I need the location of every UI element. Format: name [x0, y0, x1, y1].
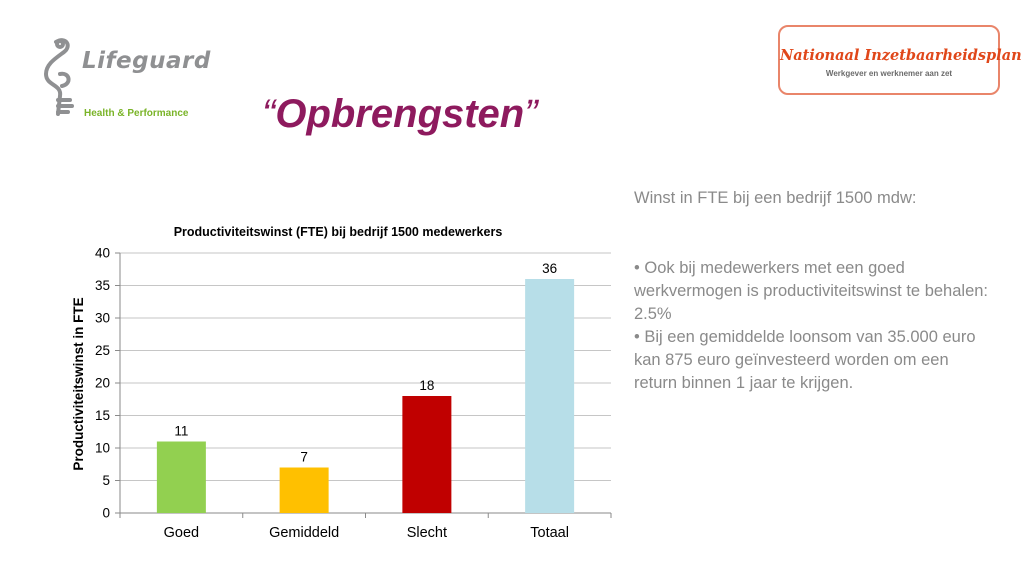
- x-tick-labels: Goed Gemiddeld Slecht Totaal: [164, 525, 569, 541]
- data-label: 7: [300, 450, 308, 465]
- y-tick-label: 40: [95, 246, 110, 261]
- x-tick-label: Goed: [164, 525, 199, 541]
- y-tick-label: 0: [102, 506, 110, 521]
- title-open-quote: “: [262, 92, 276, 136]
- lifeguard-logo: Lifeguard Health & Performance: [36, 34, 216, 130]
- y-tick-label: 25: [95, 343, 110, 358]
- title-close-quote: ”: [524, 92, 538, 136]
- y-tick-label: 30: [95, 311, 110, 326]
- bar-slecht: [402, 396, 452, 513]
- slide-title: “Opbrengsten”: [262, 92, 538, 137]
- x-tick-label: Gemiddeld: [269, 525, 339, 541]
- side-text-bullet-2: • Bij een gemiddelde loonsom van 35.000 …: [634, 328, 976, 392]
- bar-goed: [156, 441, 206, 513]
- bar-totaal: [525, 279, 575, 513]
- y-tick-label: 20: [95, 376, 110, 391]
- y-tick-label: 15: [95, 408, 110, 423]
- chart-title: Productiviteitswinst (FTE) bij bedrijf 1…: [174, 225, 503, 239]
- x-tick-label: Totaal: [530, 525, 569, 541]
- nip-logo-tagline: Werkgever en werknemer aan zet: [825, 69, 953, 78]
- lifeguard-figure-icon: [44, 38, 74, 116]
- y-tick-label: 5: [102, 473, 110, 488]
- side-text-bullet-1: • Ook bij medewerkers met een goed werkv…: [634, 259, 989, 323]
- data-labels: 11 7 18 36: [174, 261, 557, 465]
- nationaal-inzetbaarheidsplan-logo: Nationaal Inzetbaarheidsplan Werkgever e…: [778, 25, 1022, 95]
- bars: [156, 279, 575, 513]
- lifeguard-logo-name: Lifeguard: [82, 48, 211, 74]
- lifeguard-logo-tagline: Health & Performance: [84, 108, 189, 119]
- side-text-heading: Winst in FTE bij een bedrijf 1500 mdw:: [634, 189, 917, 207]
- bar-chart: Productiviteitswinst (FTE) bij bedrijf 1…: [71, 225, 612, 541]
- data-label: 18: [419, 378, 434, 393]
- y-tick-labels: 0 5 10 15 20 25 30 35 40: [95, 246, 110, 521]
- y-tick-label: 10: [95, 441, 110, 456]
- data-label: 36: [542, 261, 557, 276]
- data-label: 11: [174, 424, 188, 439]
- y-tick-label: 35: [95, 278, 110, 293]
- bar-gemiddeld: [279, 467, 329, 513]
- nip-logo-name: Nationaal Inzetbaarheidsplan: [780, 47, 1022, 64]
- side-text-panel: Winst in FTE bij een bedrijf 1500 mdw: •…: [634, 187, 996, 395]
- y-axis-label: Productiviteitswinst in FTE: [71, 297, 86, 470]
- title-text: Opbrengsten: [275, 92, 525, 136]
- x-tick-label: Slecht: [407, 525, 447, 541]
